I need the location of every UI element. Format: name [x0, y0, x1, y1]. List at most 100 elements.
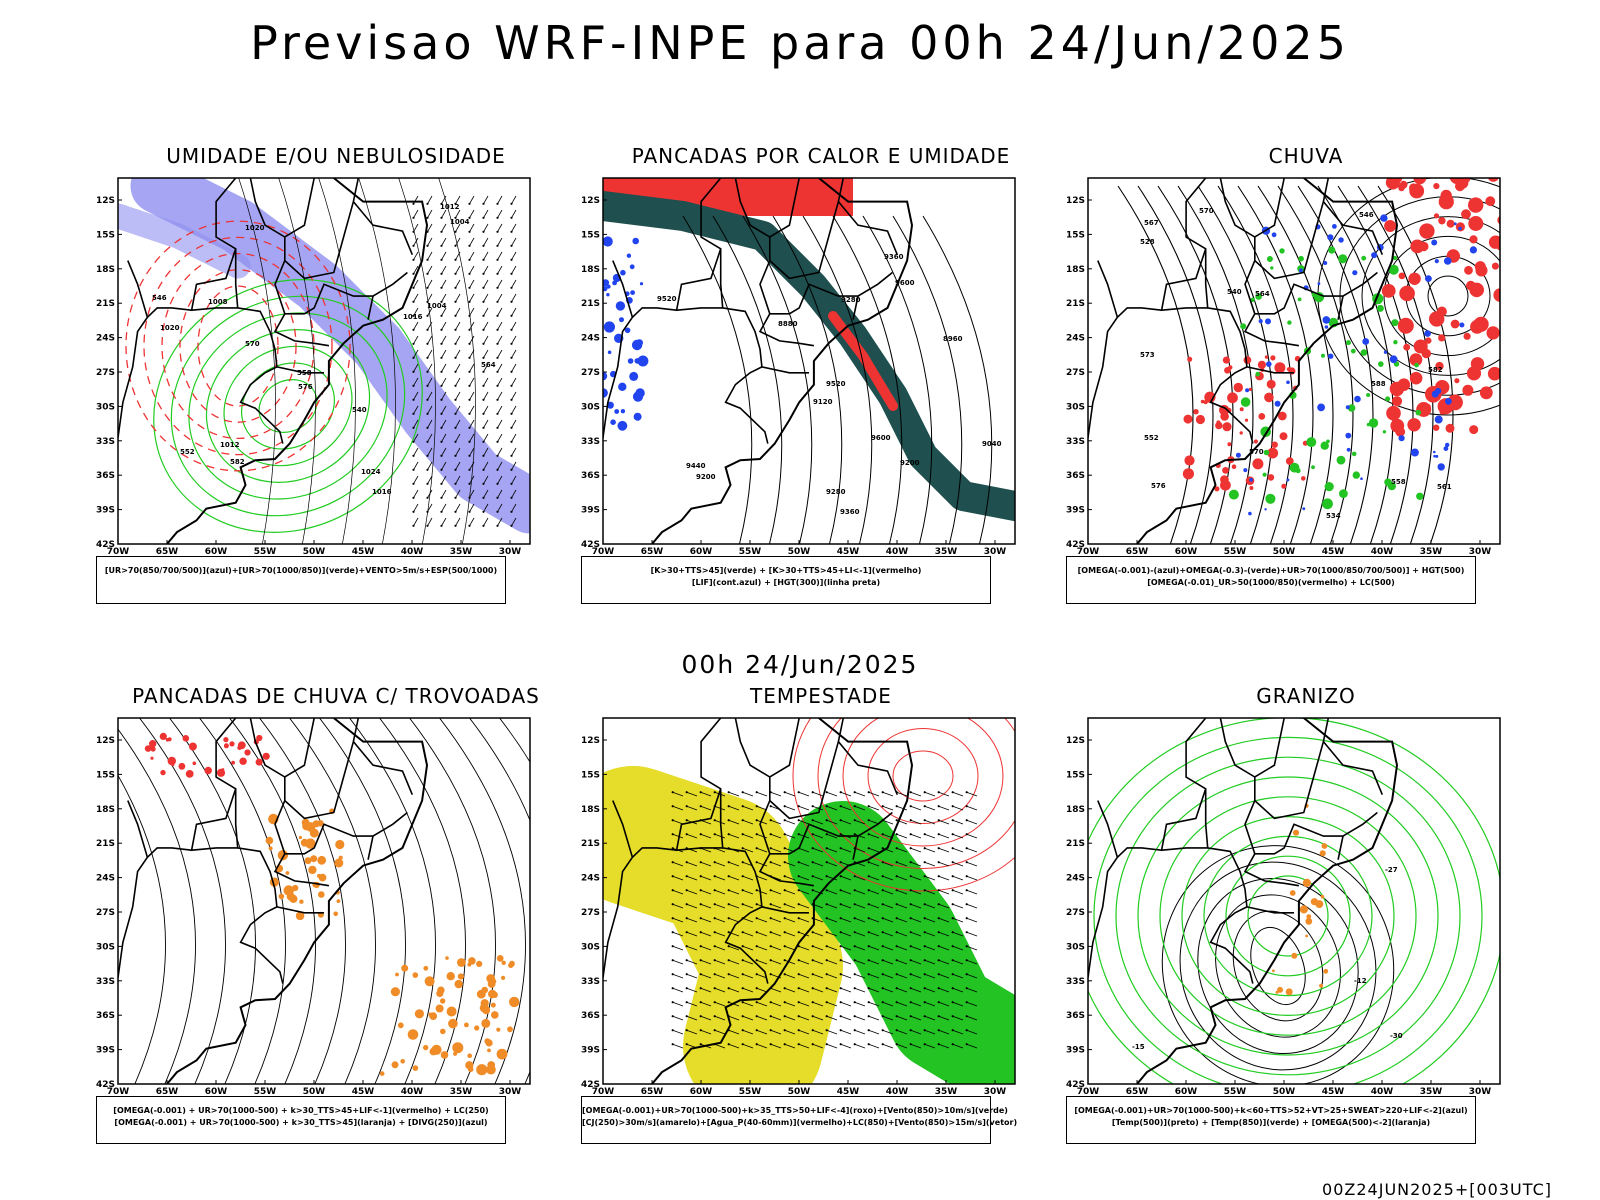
- wind-vector: [826, 945, 838, 951]
- wind-vector: [441, 461, 447, 470]
- wind-vector-head: [797, 973, 800, 976]
- omega-area: [1265, 493, 1276, 504]
- wind-vector: [483, 209, 489, 218]
- rain-area: [1277, 411, 1287, 421]
- wind-vector-head: [426, 510, 429, 513]
- wind-vector: [868, 903, 880, 909]
- wind-vector-head: [713, 1015, 716, 1018]
- wind-vector: [812, 1029, 824, 1035]
- omega-area: [1424, 330, 1431, 337]
- wind-vector-head: [412, 300, 415, 303]
- lon-tick-label: 45W: [1322, 1087, 1345, 1097]
- water-contour: [892, 750, 954, 802]
- streamline: [348, 718, 436, 1084]
- wind-vector-head: [468, 384, 471, 387]
- panel-hail: GRANIZO -27 -12 -15 -30 12S 15S 18S 21S 24S 27S 30…: [1066, 684, 1546, 1164]
- wind-vector: [896, 833, 908, 839]
- wind-vector-head: [769, 805, 772, 808]
- wind-vector: [952, 1001, 964, 1007]
- wind-vector: [455, 265, 461, 274]
- wind-vector-head: [853, 931, 856, 934]
- wind-vector-head: [783, 945, 786, 948]
- wind-vector-head: [811, 819, 814, 822]
- wind-vector: [497, 349, 503, 358]
- rain-area: [1463, 332, 1471, 340]
- omega-area: [1389, 355, 1398, 364]
- rain-area: [1224, 367, 1231, 374]
- wind-vector-head: [496, 398, 499, 401]
- wind-vector-head: [454, 314, 457, 317]
- wind-vector: [497, 489, 503, 498]
- wind-vector-head: [909, 875, 912, 878]
- wind-vector-head: [825, 861, 828, 864]
- convection-area: [476, 989, 486, 999]
- border-line: [734, 178, 771, 238]
- wind-vector: [427, 195, 433, 204]
- wind-vector-head: [867, 1001, 870, 1004]
- omega-area: [1352, 471, 1360, 479]
- wind-vector-head: [496, 230, 499, 233]
- wind-vector-head: [923, 1043, 926, 1046]
- contour-label: 1020: [245, 224, 265, 232]
- wind-vector: [728, 945, 740, 951]
- convection-area: [412, 972, 419, 978]
- convection-area: [423, 965, 429, 971]
- wind-vector: [854, 903, 866, 909]
- wind-vector-head: [783, 903, 786, 906]
- wind-vector: [798, 861, 810, 867]
- wind-vector: [826, 791, 838, 797]
- wind-vector: [938, 875, 950, 881]
- wind-vector-head: [412, 398, 415, 401]
- omega-area: [1459, 322, 1465, 328]
- wind-vector: [952, 917, 964, 923]
- wind-vector: [469, 489, 475, 498]
- convection-area: [448, 1018, 458, 1029]
- convection-area: [501, 960, 506, 965]
- wind-vector: [455, 279, 461, 288]
- wind-vector-head: [895, 861, 898, 864]
- wind-vector-head: [440, 398, 443, 401]
- wind-vector-head: [727, 931, 730, 934]
- lifted-index-contour: [607, 350, 612, 355]
- border-line: [1097, 260, 1119, 318]
- lon-tick-label: 35W: [1420, 547, 1443, 557]
- rain-area: [1439, 408, 1446, 415]
- omega-area: [1272, 969, 1275, 973]
- wind-vector: [798, 1001, 810, 1007]
- wind-vector: [798, 931, 810, 937]
- omega-area: [1323, 968, 1329, 974]
- wind-vector-head: [811, 847, 814, 850]
- wind-vector-head: [839, 945, 842, 948]
- convection-area: [446, 972, 455, 981]
- wind-vector-head: [909, 847, 912, 850]
- wind-vector: [714, 1015, 726, 1021]
- wind-vector-head: [699, 973, 702, 976]
- wind-vector: [413, 363, 419, 372]
- wind-vector-head: [468, 230, 471, 233]
- coastline: [166, 178, 429, 544]
- lifted-index-contour: [631, 339, 643, 351]
- omega-area: [1385, 396, 1391, 402]
- wind-vector: [938, 819, 950, 825]
- wind-vector-head: [727, 889, 730, 892]
- wind-vector: [511, 489, 517, 498]
- omega-area: [1387, 481, 1396, 491]
- wind-vector: [511, 321, 517, 330]
- wind-vector: [455, 419, 461, 428]
- wind-vector-head: [853, 959, 856, 962]
- wind-vector-head: [699, 1001, 702, 1004]
- wind-vector: [427, 433, 433, 442]
- wind-vector: [756, 945, 768, 951]
- wind-vector-head: [881, 945, 884, 948]
- lat-tick-label: 30S: [96, 942, 115, 952]
- wind-vector: [469, 503, 475, 512]
- rain-area: [1252, 458, 1264, 470]
- rain-area: [1384, 220, 1397, 232]
- wind-vector-head: [496, 426, 499, 429]
- convection-area: [496, 1027, 501, 1032]
- wind-vector: [469, 223, 475, 232]
- convection-area: [509, 996, 520, 1008]
- wind-vector: [455, 461, 461, 470]
- omega-area: [1305, 934, 1308, 938]
- wind-vector: [483, 265, 489, 274]
